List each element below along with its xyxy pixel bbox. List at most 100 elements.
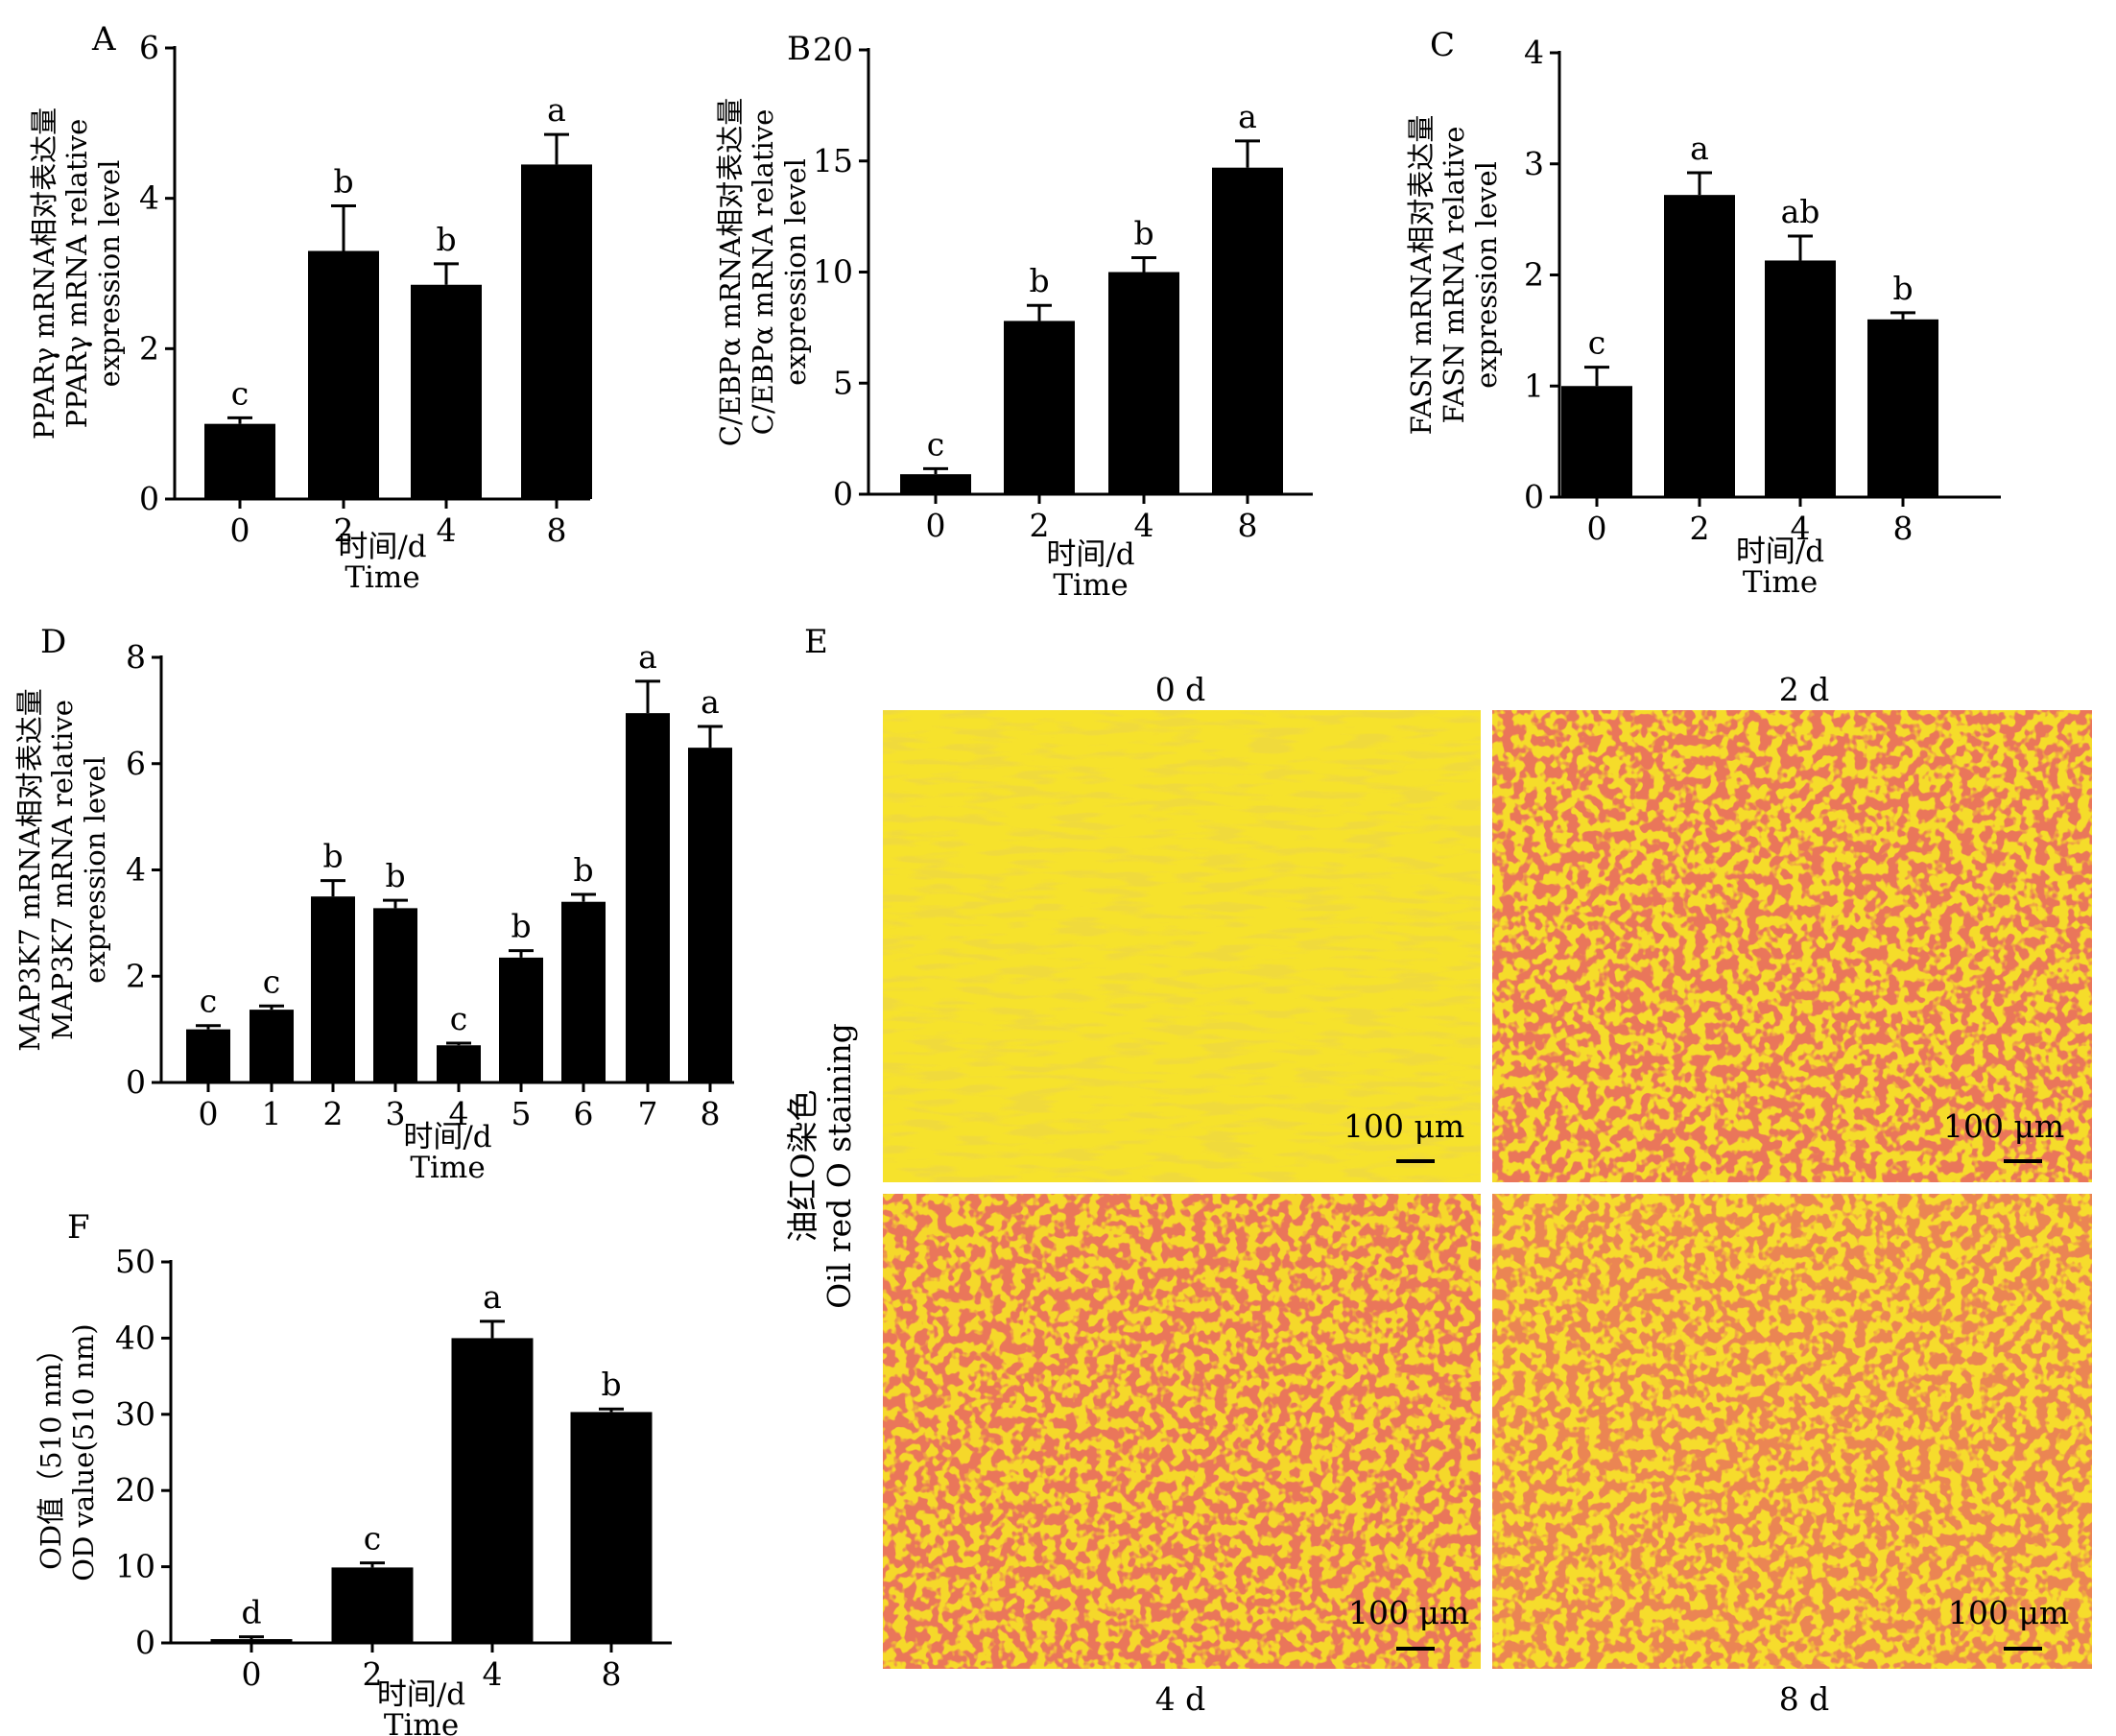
y-axis-label: PPARγ mRNA relative — [60, 119, 93, 429]
y-axis-label-group: PPARγ mRNA相对表达量 PPARγ mRNA relative expres… — [28, 107, 126, 440]
significance-letter: b — [511, 908, 531, 945]
significance-letter: c — [364, 1520, 381, 1558]
x-axis-label: Time — [384, 1708, 459, 1736]
y-tick-label: 15 — [813, 142, 853, 179]
significance-letter: b — [333, 163, 353, 201]
y-axis-label: expression level — [93, 160, 126, 388]
x-tick-label: 5 — [511, 1095, 532, 1132]
significance-letter: a — [638, 638, 657, 676]
significance-letter: c — [231, 374, 249, 412]
x-tick-label: 2 — [323, 1095, 344, 1132]
y-axis-label: expression level — [1470, 161, 1503, 389]
panel-letter-f: F — [67, 1208, 90, 1247]
y-tick-label: 2 — [1524, 256, 1544, 294]
bar — [411, 284, 482, 499]
y-tick-label: 30 — [115, 1395, 155, 1433]
x-tick-label: 4 — [437, 511, 457, 549]
x-axis-label: Time — [345, 560, 419, 595]
y-tick-label: 20 — [813, 31, 853, 68]
bar — [451, 1338, 534, 1643]
y-tick-label: 0 — [833, 475, 853, 512]
bar — [521, 164, 592, 499]
y-tick-label: 2 — [139, 329, 159, 367]
significance-letter: b — [436, 221, 456, 258]
bar — [1561, 386, 1632, 497]
bar — [570, 1412, 653, 1643]
bar — [186, 1029, 230, 1082]
significance-letter: c — [200, 983, 217, 1020]
micrograph-8d: 100 μm — [1492, 1194, 2092, 1669]
y-axis-label: C/EBPα mRNA相对表达量 — [714, 98, 747, 446]
significance-letter: b — [1029, 262, 1049, 299]
x-tick-label: 0 — [926, 507, 946, 544]
x-tick-label: 8 — [1238, 507, 1258, 544]
significance-letter: c — [1588, 324, 1605, 362]
bar — [626, 713, 670, 1082]
y-tick-label: 0 — [1524, 478, 1544, 515]
bar — [1108, 272, 1179, 494]
y-axis-label-group: MAP3K7 mRNA相对表达量 MAP3K7 mRNA relative expr… — [13, 688, 111, 1052]
significance-letter: b — [601, 1366, 621, 1403]
staining-label-cn: 油红O染色 — [784, 1089, 821, 1242]
scale-bar-label: 100 μm — [1348, 1594, 1469, 1631]
y-axis-label: OD value(510 nm) — [67, 1323, 100, 1581]
bar — [308, 250, 379, 499]
scale-bar-label: 100 μm — [1343, 1107, 1464, 1145]
y-axis-label-group: OD值（510 nm） OD value(510 nm) — [35, 1323, 100, 1581]
significance-letter: b — [322, 838, 343, 875]
x-tick-label: 4 — [483, 1655, 503, 1693]
y-tick-label: 3 — [1524, 145, 1544, 182]
image-label-8d: 8 d — [1779, 1680, 1830, 1718]
y-tick-label: 4 — [126, 851, 146, 889]
y-axis-label: expression level — [779, 158, 812, 386]
bar — [900, 474, 971, 494]
x-tick-label: 4 — [1134, 507, 1154, 544]
scale-bar-label: 100 μm — [1948, 1594, 2069, 1631]
panel-letter-b: B — [787, 30, 811, 68]
significance-letter: d — [241, 1594, 261, 1631]
scale-bar-label: 100 μm — [1943, 1107, 2064, 1145]
panel-letter-c: C — [1430, 26, 1455, 64]
bar — [499, 957, 543, 1082]
significance-letter: c — [450, 1000, 467, 1037]
bar — [561, 901, 606, 1082]
y-axis-label: PPARγ mRNA相对表达量 — [28, 107, 60, 440]
y-tick-label: 10 — [115, 1548, 155, 1585]
image-label-2d: 2 d — [1779, 671, 1830, 708]
significance-letter: a — [547, 91, 566, 129]
x-axis-label: Time — [1743, 565, 1818, 600]
bar — [210, 1639, 293, 1643]
significance-letter: a — [1690, 130, 1709, 167]
y-tick-label: 0 — [126, 1063, 146, 1101]
image-label-4d: 4 d — [1155, 1680, 1206, 1718]
significance-letter: c — [927, 425, 944, 463]
bar — [331, 1567, 414, 1643]
x-tick-label: 4 — [1791, 510, 1811, 547]
significance-letter: c — [263, 963, 280, 1000]
panel-letter-a: A — [91, 20, 116, 59]
x-tick-label: 3 — [386, 1095, 406, 1132]
x-tick-label: 0 — [230, 511, 250, 549]
x-axis-label: 时间/d — [338, 530, 426, 564]
significance-letter: b — [385, 857, 405, 894]
x-tick-label: 8 — [701, 1095, 721, 1132]
x-tick-label: 8 — [602, 1655, 622, 1693]
x-tick-label: 8 — [1893, 510, 1914, 547]
y-tick-label: 2 — [126, 957, 146, 994]
staining-label-en: Oil red O staining — [820, 1023, 858, 1309]
y-axis-label-group: FASN mRNA相对表达量 FASN mRNA relative expressi… — [1405, 115, 1503, 436]
y-tick-label: 5 — [833, 364, 853, 401]
x-tick-label: 2 — [363, 1655, 383, 1693]
bar — [688, 748, 732, 1082]
y-tick-label: 50 — [115, 1243, 155, 1280]
x-tick-label: 0 — [199, 1095, 219, 1132]
micrograph-2d: 100 μm — [1492, 710, 2092, 1182]
y-tick-label: 0 — [135, 1624, 155, 1661]
y-tick-label: 0 — [139, 480, 159, 517]
